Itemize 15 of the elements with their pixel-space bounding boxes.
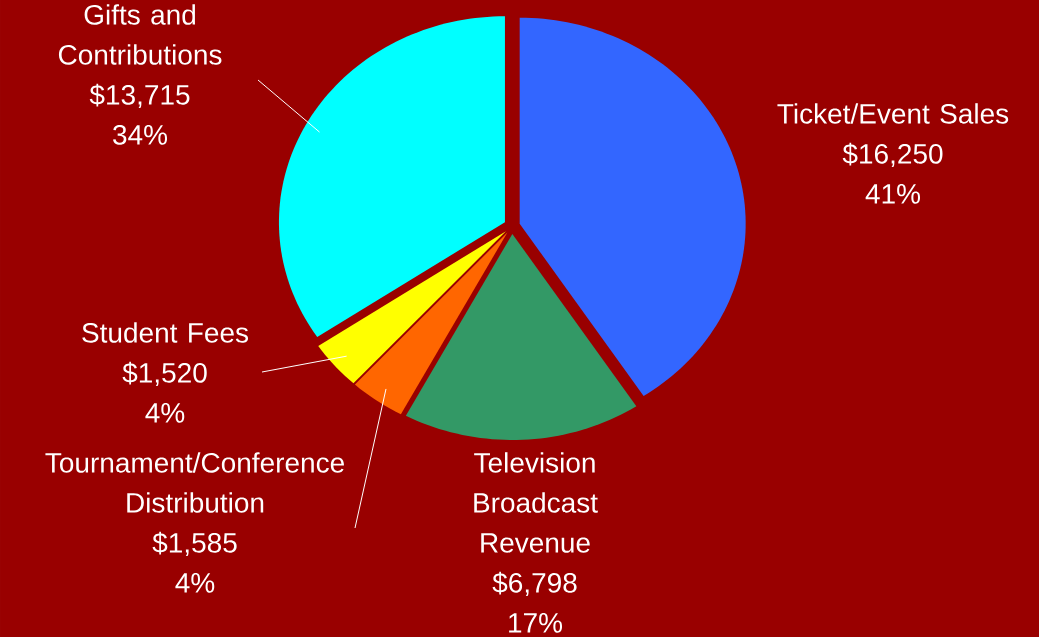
text: 34% (113, 124, 168, 145)
data-label: $16,250 (842, 142, 943, 168)
slice-label: Ticket/Event Sales (777, 103, 1009, 124)
text: 4% (175, 573, 215, 593)
slice-label: Television Broadcast Revenue (474, 452, 598, 553)
data-label: $6,798 (492, 571, 577, 597)
text: 4% (145, 403, 185, 423)
slice-label: Gifts and Contributions (58, 4, 222, 65)
data-label: $1,520 (122, 361, 207, 387)
data-label: $13,715 (89, 83, 190, 109)
slice-label: Tournament/Conference Distribution (45, 452, 344, 513)
text: 17% (509, 613, 563, 633)
text: 41% (865, 184, 921, 204)
slice-label: Student Fees (82, 322, 249, 343)
data-label: $1,585 (152, 531, 237, 557)
